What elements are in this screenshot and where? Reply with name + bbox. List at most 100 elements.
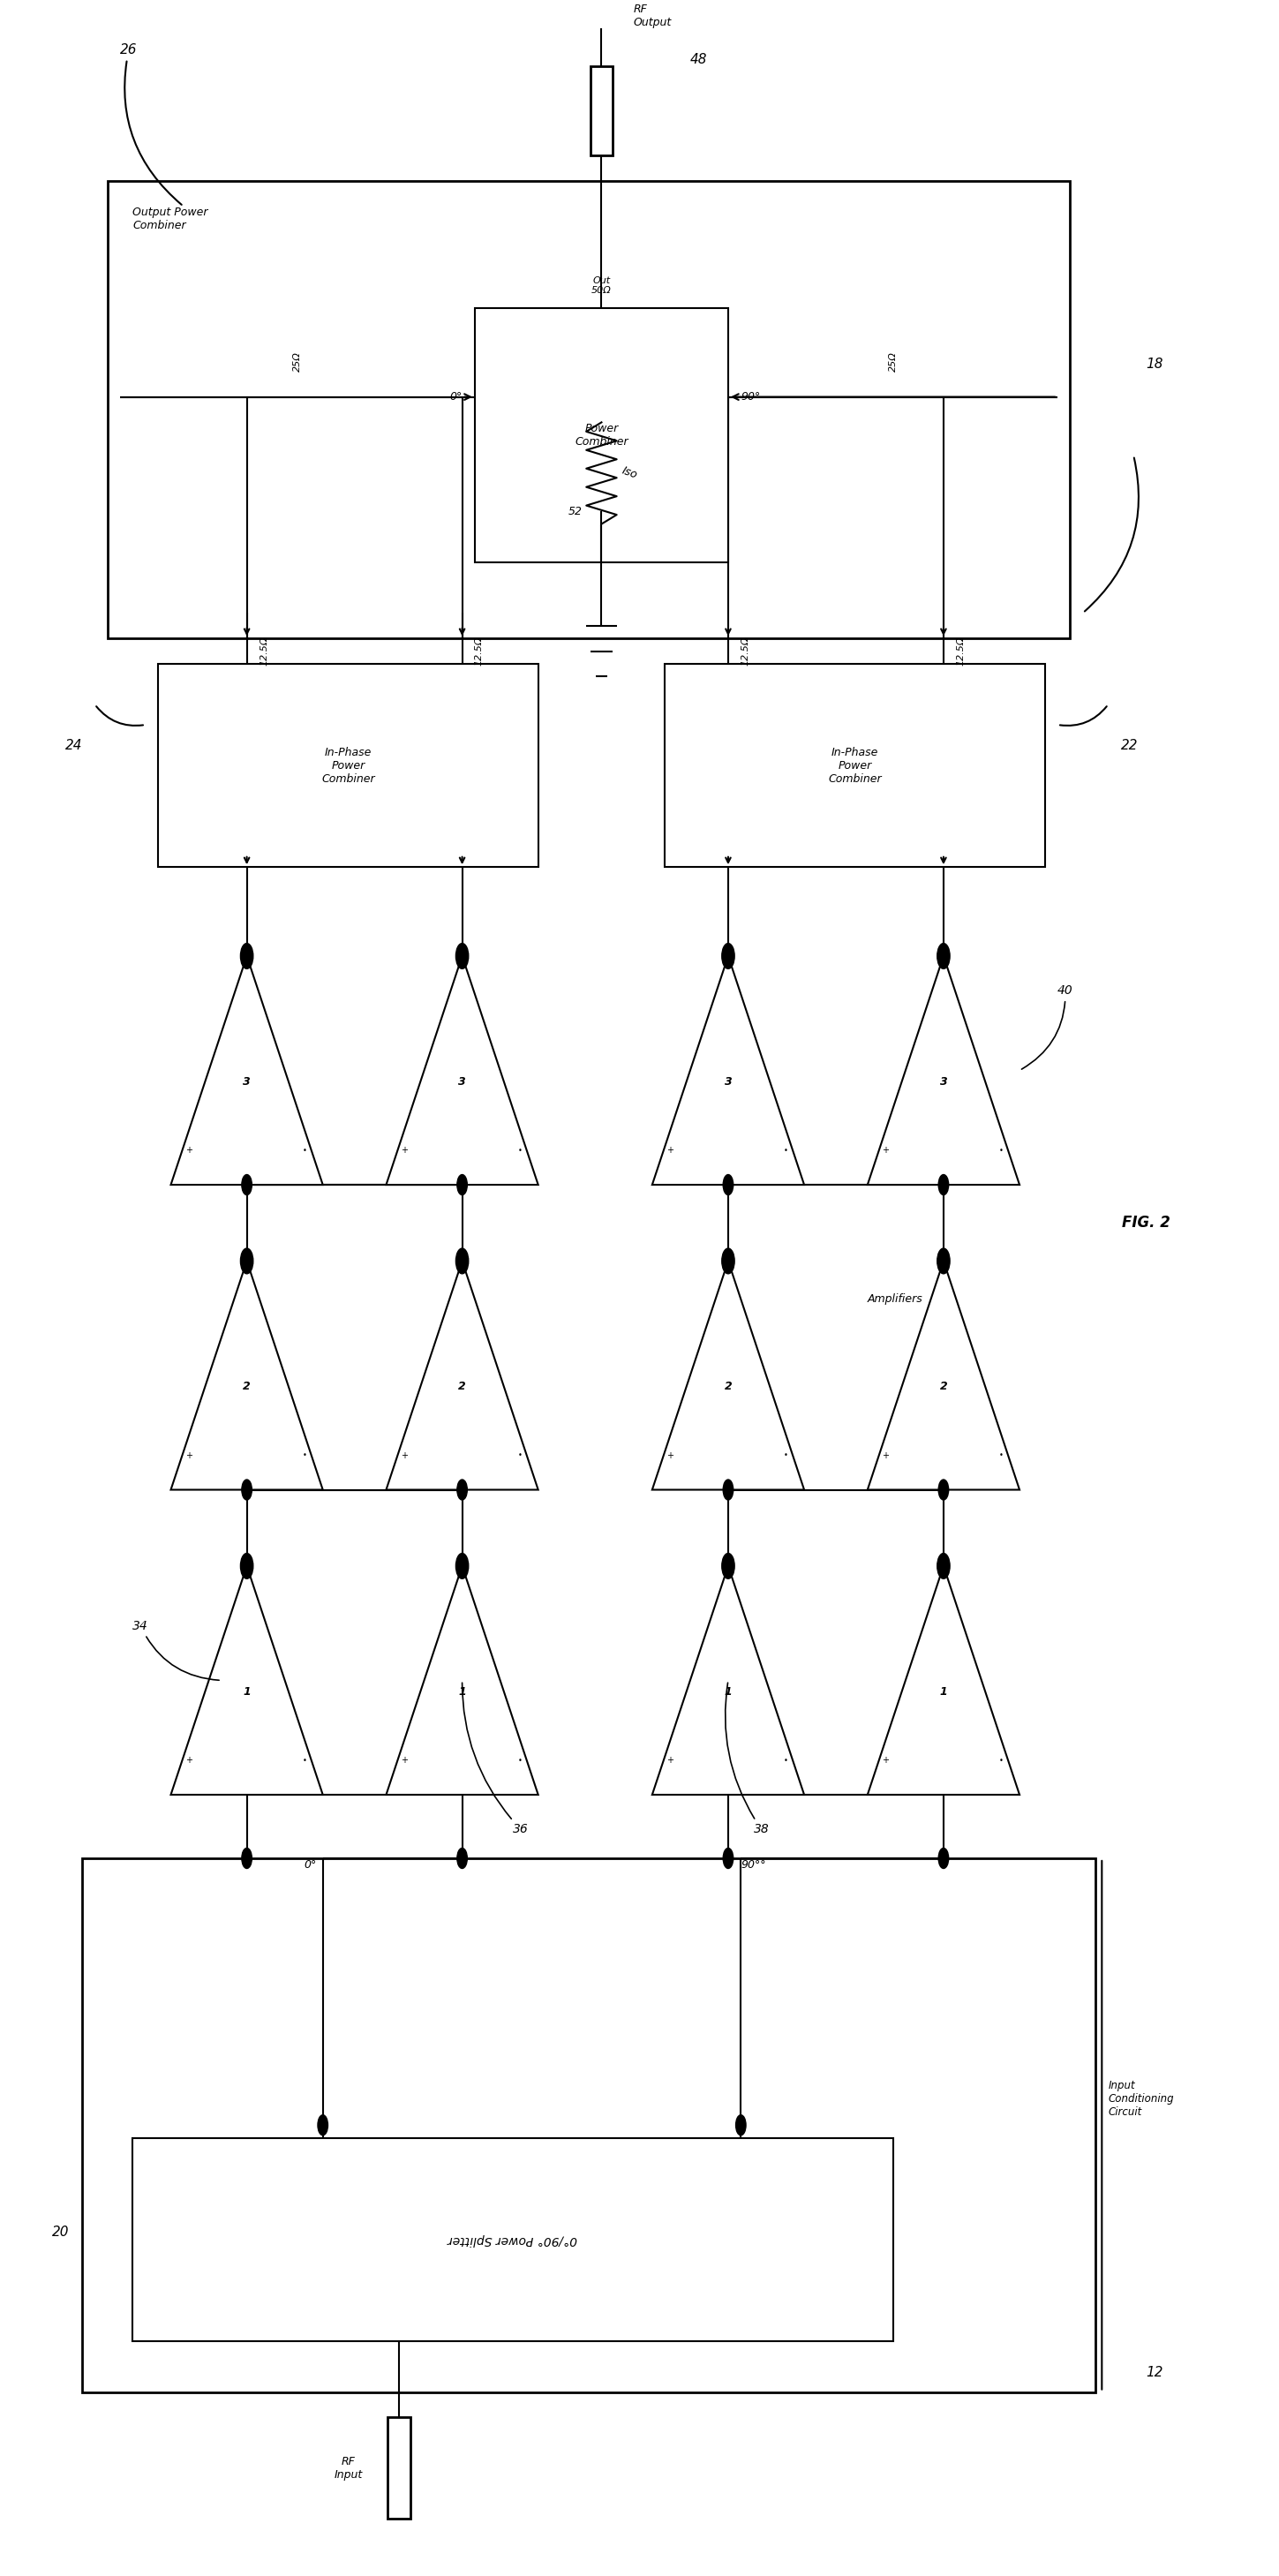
Text: Amplifiers: Amplifiers [867, 1293, 923, 1306]
Polygon shape [867, 1566, 1019, 1795]
Polygon shape [171, 1262, 322, 1489]
Text: •: • [302, 1757, 307, 1765]
Circle shape [455, 1249, 468, 1273]
Text: +: + [185, 1450, 193, 1461]
Bar [388, 2416, 411, 2519]
Text: +: + [666, 1450, 674, 1461]
Polygon shape [386, 956, 538, 1185]
Text: 0°: 0° [304, 1860, 316, 1870]
Text: +: + [400, 1757, 408, 1765]
Text: 1: 1 [243, 1687, 251, 1698]
Text: In-Phase
Power
Combiner: In-Phase Power Combiner [321, 747, 375, 786]
Text: 26: 26 [120, 44, 182, 204]
Polygon shape [652, 956, 804, 1185]
Circle shape [723, 1847, 733, 1868]
Circle shape [455, 943, 468, 969]
Circle shape [939, 1175, 949, 1195]
Text: +: + [185, 1146, 193, 1154]
Text: 38: 38 [725, 1682, 769, 1837]
Text: 48: 48 [691, 54, 707, 67]
Text: 12: 12 [1146, 2365, 1164, 2380]
Circle shape [240, 943, 253, 969]
Text: FIG. 2: FIG. 2 [1122, 1216, 1170, 1231]
Text: 52: 52 [568, 505, 582, 518]
Circle shape [240, 1553, 253, 1579]
Text: 3: 3 [724, 1077, 732, 1087]
Circle shape [938, 1249, 950, 1273]
Polygon shape [386, 1262, 538, 1489]
Text: 20: 20 [52, 2226, 69, 2239]
Circle shape [240, 1249, 253, 1273]
Text: 34: 34 [133, 1620, 219, 1680]
Text: 3: 3 [458, 1077, 466, 1087]
Text: +: + [185, 1757, 193, 1765]
Text: Iso: Iso [620, 466, 640, 482]
Bar [159, 665, 538, 868]
Polygon shape [867, 1262, 1019, 1489]
Text: 90°: 90° [741, 392, 761, 402]
Text: 3: 3 [243, 1077, 251, 1087]
Text: 90°°: 90°° [741, 1860, 766, 1870]
Circle shape [457, 1175, 467, 1195]
Polygon shape [652, 1566, 804, 1795]
Circle shape [939, 1479, 949, 1499]
Text: •: • [999, 1146, 1004, 1154]
Bar [665, 665, 1045, 868]
Circle shape [721, 1249, 734, 1273]
Text: •: • [302, 1146, 307, 1154]
Text: Input
Conditioning
Circuit: Input Conditioning Circuit [1108, 2079, 1174, 2117]
Text: 12.5Ω: 12.5Ω [741, 636, 749, 665]
Circle shape [723, 1479, 733, 1499]
Circle shape [939, 1847, 949, 1868]
Text: +: + [666, 1146, 674, 1154]
Text: •: • [784, 1146, 788, 1154]
Text: •: • [784, 1757, 788, 1765]
Circle shape [317, 2115, 327, 2136]
Text: Out
50Ω: Out 50Ω [591, 276, 611, 296]
Polygon shape [386, 1566, 538, 1795]
Bar [82, 1857, 1096, 2393]
Text: 0°/90° Power Splitter: 0°/90° Power Splitter [448, 2233, 578, 2246]
Circle shape [721, 943, 734, 969]
Circle shape [723, 1175, 733, 1195]
Text: +: + [400, 1146, 408, 1154]
Bar [590, 67, 613, 155]
Text: In-Phase
Power
Combiner: In-Phase Power Combiner [828, 747, 881, 786]
Polygon shape [867, 956, 1019, 1185]
Text: 12.5Ω: 12.5Ω [260, 636, 269, 665]
Text: 36: 36 [462, 1682, 528, 1837]
Text: 2: 2 [940, 1381, 948, 1394]
Text: RF
Output: RF Output [633, 3, 671, 28]
Text: 2: 2 [724, 1381, 732, 1394]
Circle shape [242, 1847, 252, 1868]
Circle shape [242, 1479, 252, 1499]
Polygon shape [652, 1262, 804, 1489]
Text: 1: 1 [724, 1687, 732, 1698]
Text: 40: 40 [1022, 984, 1073, 1069]
Circle shape [721, 1553, 734, 1579]
Text: +: + [666, 1757, 674, 1765]
Circle shape [938, 943, 950, 969]
Polygon shape [171, 956, 322, 1185]
Text: •: • [518, 1757, 522, 1765]
Text: •: • [518, 1146, 522, 1154]
Text: 24: 24 [65, 739, 82, 752]
Text: •: • [999, 1757, 1004, 1765]
Text: •: • [999, 1450, 1004, 1461]
Text: 0°: 0° [450, 392, 462, 402]
Text: 2: 2 [243, 1381, 251, 1394]
Bar [107, 180, 1071, 639]
Text: +: + [883, 1146, 889, 1154]
Circle shape [457, 1847, 467, 1868]
Text: 2: 2 [458, 1381, 466, 1394]
Text: Power
Combiner: Power Combiner [574, 422, 628, 448]
Text: 12.5Ω: 12.5Ω [475, 636, 483, 665]
Circle shape [735, 2115, 746, 2136]
Text: •: • [302, 1450, 307, 1461]
Text: RF
Input: RF Input [334, 2455, 362, 2481]
Text: •: • [518, 1450, 522, 1461]
Circle shape [242, 1175, 252, 1195]
Text: 25Ω: 25Ω [889, 350, 898, 371]
Text: +: + [400, 1450, 408, 1461]
Text: 25Ω: 25Ω [293, 350, 302, 371]
